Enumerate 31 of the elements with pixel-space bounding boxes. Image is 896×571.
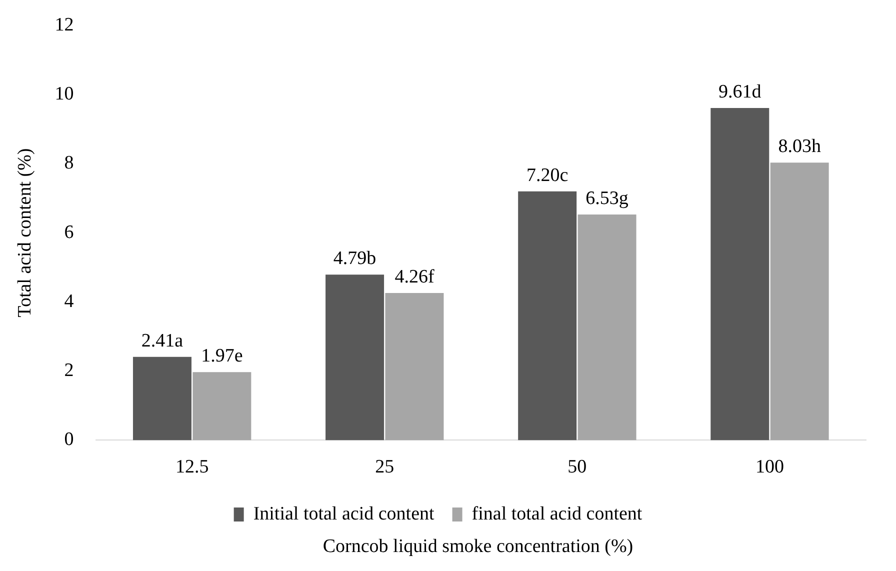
data-label: 4.79b <box>333 248 376 270</box>
x-tick-label: 100 <box>755 456 784 478</box>
bar <box>385 292 444 440</box>
y-tick-label: 6 <box>64 222 74 243</box>
bar <box>518 191 577 440</box>
y-tick-label: 12 <box>54 14 74 36</box>
bar <box>192 372 252 440</box>
data-label: 6.53g <box>586 188 629 209</box>
data-label: 4.26f <box>394 266 435 288</box>
y-tick-label: 0 <box>64 429 74 450</box>
bar <box>710 108 770 440</box>
y-tick-label: 2 <box>64 360 74 382</box>
legend-label: Initial total acid content <box>253 503 435 524</box>
bar <box>132 356 192 440</box>
bar <box>578 214 636 440</box>
y-tick-label: 10 <box>54 84 74 105</box>
x-axis-title: Corncob liquid smoke concentration (%) <box>322 536 634 558</box>
x-tick-label: 25 <box>375 456 394 478</box>
data-label: 1.97e <box>201 346 243 367</box>
data-label: 9.61d <box>718 82 762 102</box>
bar <box>770 162 829 440</box>
x-tick-label: 50 <box>568 456 587 478</box>
bar <box>326 274 384 440</box>
y-tick-label: 4 <box>64 290 74 312</box>
data-label: 8.03h <box>778 136 822 158</box>
data-label: 7.20c <box>526 164 568 186</box>
x-tick-label: 12.5 <box>175 456 209 478</box>
legend-label: final total acid content <box>472 503 643 524</box>
y-axis-title: Total acid content (%) <box>14 148 36 318</box>
data-label: 2.41a <box>141 330 184 352</box>
y-tick-label: 8 <box>64 152 74 174</box>
